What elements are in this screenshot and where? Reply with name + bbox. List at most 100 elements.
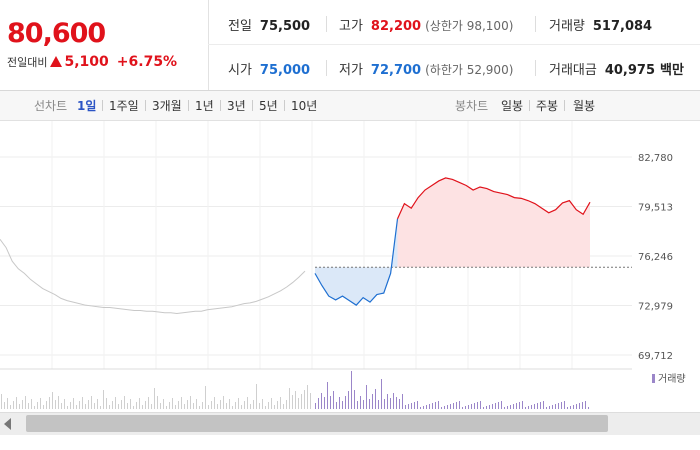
- y-axis-labels: 82,780 79,513 76,246 72,979 69,712: [638, 153, 673, 362]
- volume-bar: [426, 405, 427, 409]
- volume-bar: [543, 401, 544, 409]
- volume-bar: [94, 403, 95, 409]
- volume-bar: [582, 402, 583, 409]
- volume-bar: [64, 399, 65, 409]
- volume-bar: [507, 406, 508, 409]
- volume-bar: [576, 404, 577, 409]
- volume-bar: [217, 404, 218, 409]
- volume-bar: [46, 401, 47, 409]
- change-label: 전일대비: [7, 56, 48, 69]
- candle-chart-label: 봉차트: [455, 99, 489, 113]
- volume-bar: [103, 390, 104, 409]
- volume-bar: [4, 402, 5, 409]
- period-5y[interactable]: 5년: [259, 99, 278, 113]
- volume-bar: [378, 400, 379, 409]
- volume-bar: [220, 400, 221, 409]
- today-down-line: [314, 218, 399, 306]
- volume-bar: [277, 401, 278, 409]
- period-3m[interactable]: 3개월: [152, 99, 182, 113]
- volume-bar: [73, 398, 74, 409]
- volume-bar: [301, 394, 302, 409]
- volume-bar: [468, 405, 469, 409]
- volume-bar: [193, 403, 194, 409]
- volume-bar: [531, 405, 532, 409]
- period-3y[interactable]: 3년: [227, 99, 246, 113]
- volume-bar: [142, 405, 143, 409]
- volume-bar: [187, 400, 188, 409]
- volume-bar: [555, 404, 556, 409]
- volume-bar: [157, 396, 158, 409]
- volume-bar: [121, 400, 122, 409]
- volume-bar: [570, 406, 571, 409]
- down-area: [315, 218, 398, 306]
- today-up-line: [396, 177, 591, 220]
- volume-bar: [441, 407, 442, 409]
- volume-bar: [492, 404, 493, 409]
- volume-bar: [552, 405, 553, 409]
- volume-bar: [241, 405, 242, 409]
- volume-bar: [229, 399, 230, 409]
- volume-bar: [432, 403, 433, 409]
- volume-bar: [283, 404, 284, 409]
- volume-bar: [384, 399, 385, 409]
- volume-bar: [181, 397, 182, 409]
- volume-bar: [196, 399, 197, 409]
- volume-legend-swatch: [652, 374, 655, 383]
- volume-bar: [166, 406, 167, 409]
- candle-daily[interactable]: 일봉: [501, 99, 524, 113]
- volume-bar: [348, 391, 349, 409]
- volume-bar: [76, 405, 77, 409]
- volume-bar: [97, 399, 98, 409]
- volume-bar: [354, 390, 355, 409]
- scroll-thumb[interactable]: [26, 415, 608, 432]
- volume-bar: [363, 400, 364, 409]
- volume-bar: [163, 399, 164, 409]
- volume-bar: [55, 400, 56, 409]
- volume-bar: [214, 397, 215, 409]
- volume-bar: [154, 388, 155, 409]
- y-tick-label: 76,246: [638, 252, 673, 263]
- volume-bar: [423, 406, 424, 409]
- volume-bar: [184, 404, 185, 409]
- scroll-left-icon[interactable]: [4, 418, 11, 430]
- volume-bar: [289, 388, 290, 409]
- volume-bar: [145, 401, 146, 409]
- volume-bar: [480, 401, 481, 409]
- candle-weekly[interactable]: 주봉: [536, 99, 559, 113]
- volume-bar: [256, 384, 257, 409]
- volume-bar: [85, 404, 86, 409]
- volume-bar: [19, 404, 20, 409]
- period-1y[interactable]: 1년: [195, 99, 214, 113]
- volume-bar: [375, 389, 376, 409]
- volume-bar: [579, 403, 580, 409]
- volume-bar: [420, 407, 421, 409]
- chart-scrollbar[interactable]: [0, 412, 700, 435]
- volume-bar: [402, 394, 403, 409]
- volume-bar: [178, 401, 179, 409]
- period-1w[interactable]: 1주일: [109, 99, 139, 113]
- volume-bar: [537, 403, 538, 409]
- candle-monthly[interactable]: 월봉: [573, 99, 596, 113]
- volume-bar: [519, 402, 520, 409]
- volume-bar: [345, 396, 346, 409]
- period-1d[interactable]: 1일: [77, 99, 97, 113]
- volume-bar: [244, 401, 245, 409]
- volume-bar: [58, 396, 59, 409]
- price-chart-svg: 82,780 79,513 76,246 72,979 69,712 거래량: [0, 121, 686, 409]
- volume-bar: [172, 398, 173, 409]
- volume-bar: [268, 402, 269, 409]
- y-tick-label: 69,712: [638, 351, 673, 362]
- volume-bar: [417, 401, 418, 409]
- volume-bar: [525, 407, 526, 409]
- volume-bar: [91, 396, 92, 409]
- volume-bar: [456, 402, 457, 409]
- volume-bar: [351, 371, 352, 409]
- volume-bar: [324, 397, 325, 409]
- volume-bar: [372, 394, 373, 409]
- volume-bar: [336, 402, 337, 409]
- volume-bar: [106, 398, 107, 409]
- volume-bar: [16, 397, 17, 409]
- period-10y[interactable]: 10년: [291, 99, 318, 113]
- volume-bar: [429, 404, 430, 409]
- volume-bar: [381, 379, 382, 409]
